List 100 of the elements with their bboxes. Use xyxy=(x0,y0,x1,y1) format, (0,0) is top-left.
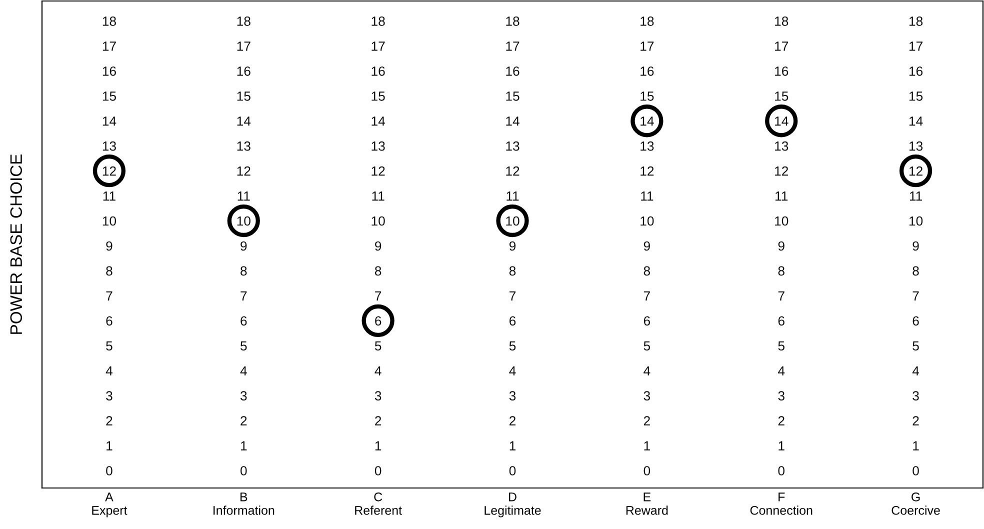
y-tick-label: 2 xyxy=(778,416,784,426)
y-tick-label: 14 xyxy=(506,116,520,126)
y-tick-label: 17 xyxy=(102,42,116,51)
y-tick-label: 14 xyxy=(775,116,788,126)
y-tick-label: 16 xyxy=(506,66,520,76)
y-tick-label: 0 xyxy=(106,466,112,476)
y-tick-label: 15 xyxy=(775,92,788,101)
y-tick-label: 9 xyxy=(778,241,784,251)
x-tick-label: A Expert xyxy=(92,492,128,518)
y-tick-label: 0 xyxy=(240,466,247,476)
y-tick-label: 11 xyxy=(238,192,250,201)
y-tick-label: 18 xyxy=(102,16,116,26)
x-tick-label: B Information xyxy=(214,492,274,515)
y-tick-label: 16 xyxy=(640,66,654,76)
y-tick-label: 5 xyxy=(912,341,919,351)
y-tick-label: 1 xyxy=(510,441,516,450)
y-tick-label: 8 xyxy=(912,266,919,276)
y-tick-label: 12 xyxy=(102,166,116,176)
y-tick-label: 6 xyxy=(644,316,650,326)
y-tick-label: 13 xyxy=(775,141,788,151)
y-tick-label: 0 xyxy=(912,466,919,476)
y-tick-label: 3 xyxy=(912,391,919,401)
y-tick-label: 2 xyxy=(912,416,919,426)
y-tick-label: 0 xyxy=(644,466,650,476)
y-tick-label: 16 xyxy=(237,66,250,76)
y-tick-label: 13 xyxy=(640,141,654,151)
y-tick-label: 12 xyxy=(640,166,654,176)
y-tick-label: 12 xyxy=(775,166,788,176)
x-tick-label: E Reward xyxy=(626,492,668,515)
y-tick-label: 3 xyxy=(106,391,112,401)
y-tick-label: 14 xyxy=(640,116,654,126)
y-tick-label: 10 xyxy=(102,216,116,226)
y-tick-label: 8 xyxy=(644,266,650,276)
y-tick-label: 6 xyxy=(375,316,382,326)
y-tick-label: 7 xyxy=(106,291,112,300)
y-tick-label: 2 xyxy=(644,416,650,426)
y-tick-label: 9 xyxy=(912,241,919,251)
y-tick-label: 6 xyxy=(240,316,247,326)
y-tick-label: 18 xyxy=(237,16,250,26)
y-tick-label: 4 xyxy=(644,366,650,376)
y-tick-label: 6 xyxy=(912,316,919,326)
y-tick-label: 0 xyxy=(374,466,382,476)
y-tick-label: 10 xyxy=(640,216,654,226)
y-tick-label: 15 xyxy=(506,92,520,101)
y-tick-label: 9 xyxy=(644,241,650,251)
y-tick-label: 11 xyxy=(103,192,116,201)
y-tick-label: 4 xyxy=(509,366,516,376)
y-tick-label: 8 xyxy=(106,266,112,276)
y-tick-label: 3 xyxy=(778,391,784,401)
y-tick-label: 2 xyxy=(375,416,382,426)
y-tick-label: 5 xyxy=(106,341,112,351)
y-tick-label: 1 xyxy=(644,441,650,450)
y-tick-label: 7 xyxy=(644,291,650,300)
y-tick-label: 10 xyxy=(372,216,385,226)
y-tick-label: 14 xyxy=(909,116,923,126)
y-tick-label: 1 xyxy=(106,441,112,450)
y-tick-label: 10 xyxy=(909,216,923,226)
y-tick-label: 13 xyxy=(372,141,385,151)
y-tick-label: 8 xyxy=(509,266,516,276)
y-tick-label: 14 xyxy=(102,116,116,126)
y-tick-label: 7 xyxy=(912,291,919,300)
y-tick-label: 1 xyxy=(240,441,247,450)
y-tick-label: 3 xyxy=(240,391,247,401)
y-tick-label: 10 xyxy=(237,216,250,226)
y-tick-label: 17 xyxy=(372,42,385,51)
y-tick-label: 1 xyxy=(913,441,919,450)
y-tick-label: 9 xyxy=(509,241,516,251)
y-tick-label: 9 xyxy=(106,241,112,251)
y-tick-label: 6 xyxy=(106,316,112,326)
y-tick-label: 14 xyxy=(372,116,386,126)
y-tick-label: 1 xyxy=(778,441,784,450)
y-tick-label: 13 xyxy=(102,141,116,151)
y-tick-label: 13 xyxy=(506,141,520,151)
y-tick-label: 17 xyxy=(237,42,250,51)
y-tick-label: 11 xyxy=(910,192,922,201)
y-tick-label: 11 xyxy=(641,192,654,201)
y-tick-label: 8 xyxy=(778,266,784,276)
y-tick-label: 5 xyxy=(374,341,382,351)
y-tick-label: 0 xyxy=(509,466,516,476)
y-tick-label: 18 xyxy=(506,16,520,26)
y-tick-label: 12 xyxy=(237,166,250,176)
y-tick-label: 2 xyxy=(240,416,247,426)
x-tick-label: C Referent xyxy=(355,492,402,515)
y-tick-label: 13 xyxy=(237,141,250,151)
y-tick-label: 5 xyxy=(240,341,247,351)
y-tick-label: 16 xyxy=(775,66,788,76)
y-tick-label: 3 xyxy=(509,391,516,401)
y-tick-label: 9 xyxy=(240,241,247,251)
y-tick-label: 16 xyxy=(372,66,385,76)
y-tick-label: 13 xyxy=(909,141,923,151)
y-tick-label: 16 xyxy=(102,66,116,76)
y-tick-label: 6 xyxy=(778,316,784,326)
y-tick-label: 12 xyxy=(909,166,922,176)
y-tick-label: 18 xyxy=(909,16,923,26)
y-tick-label: 11 xyxy=(506,192,519,201)
y-tick-label: 1 xyxy=(375,441,382,450)
y-tick-label: 18 xyxy=(775,16,788,26)
y-tick-label: 4 xyxy=(374,366,382,376)
y-tick-label: 7 xyxy=(240,291,247,300)
y-tick-label: 10 xyxy=(775,216,788,226)
